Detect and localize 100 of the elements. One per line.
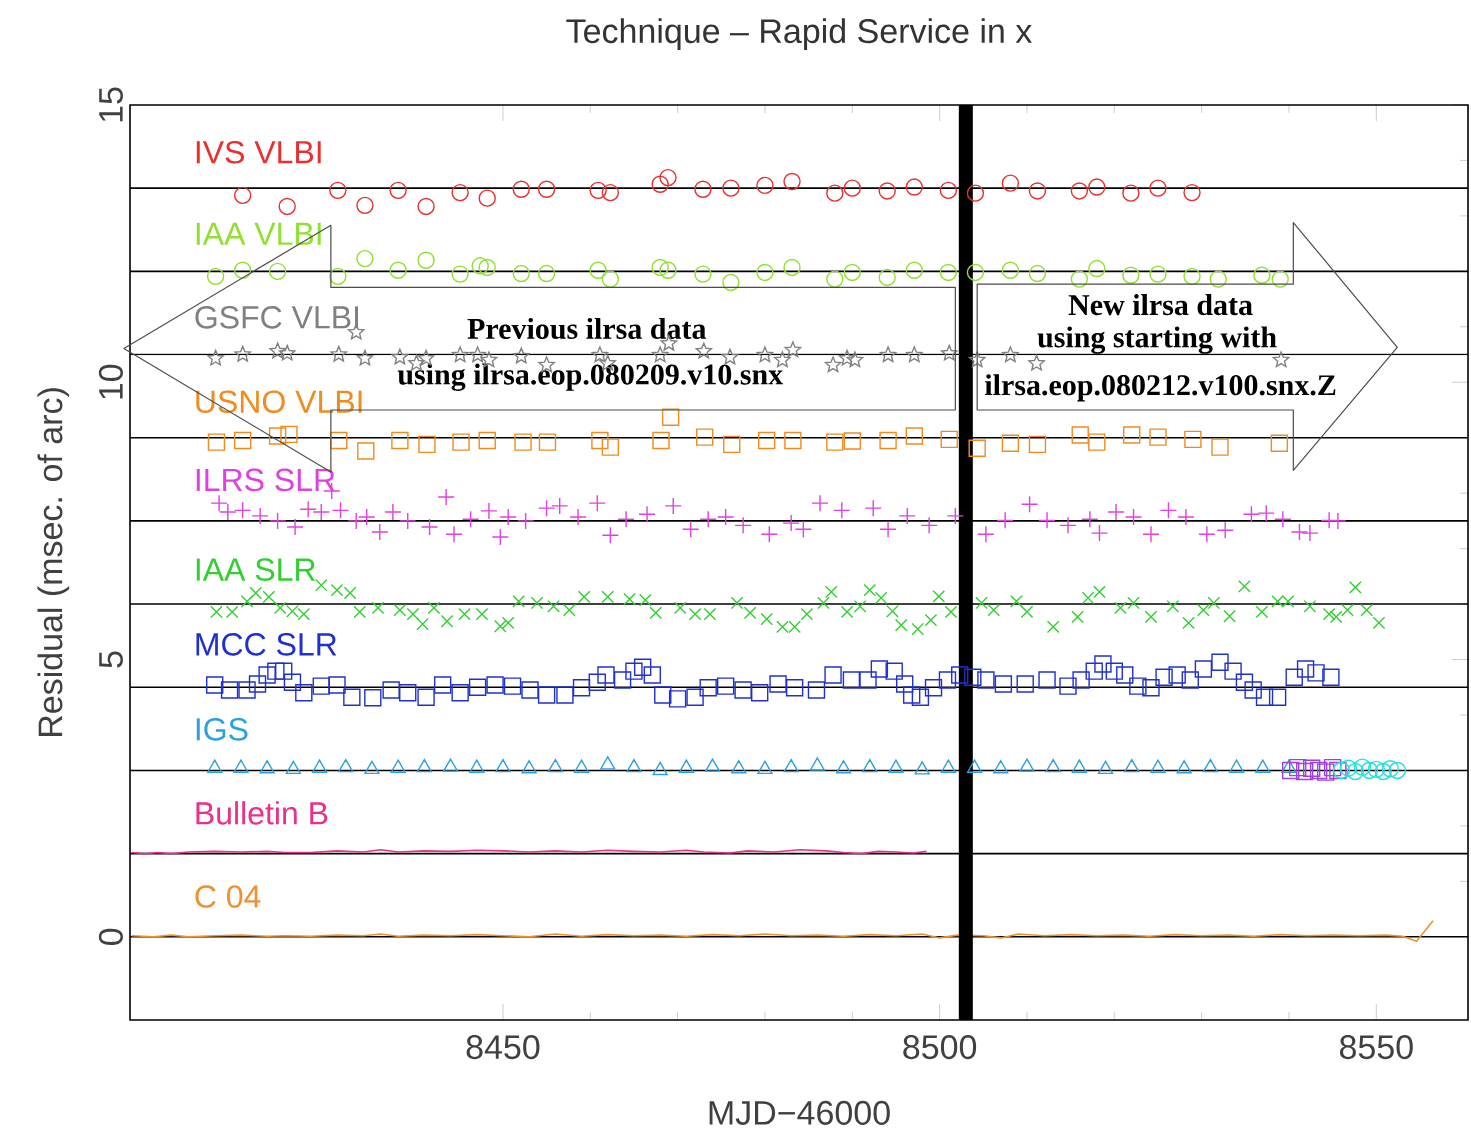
- point: [478, 258, 496, 277]
- point: [651, 175, 669, 193]
- y-tick-label: 0: [98, 928, 123, 945]
- point: [1316, 763, 1335, 781]
- series-label: IAA VLBI: [196, 222, 321, 245]
- point: [723, 435, 741, 454]
- point: [391, 348, 409, 365]
- point: [1149, 179, 1167, 197]
- point: [879, 431, 897, 450]
- point: [1228, 759, 1245, 773]
- point: [783, 758, 799, 773]
- point: [888, 759, 904, 773]
- point: [233, 261, 252, 279]
- point: [626, 758, 642, 773]
- point: [206, 267, 225, 286]
- point: [1184, 430, 1202, 449]
- point: [330, 345, 348, 362]
- point: [268, 427, 287, 445]
- point: [1381, 760, 1399, 778]
- point: [659, 261, 677, 279]
- point: [1374, 762, 1392, 781]
- point: [1309, 761, 1328, 780]
- point: [234, 345, 251, 362]
- y-tick-label: 15: [99, 87, 123, 122]
- point: [940, 344, 958, 361]
- point: [1001, 261, 1020, 279]
- point: [1176, 760, 1192, 774]
- point: [1271, 270, 1289, 288]
- point: [278, 197, 296, 216]
- point: [758, 431, 776, 450]
- point: [1070, 270, 1089, 288]
- point: [1270, 434, 1289, 452]
- annotation: Previous ilrsa data: [467, 317, 707, 340]
- series-label: ILRS SLR: [196, 468, 335, 492]
- point: [1149, 428, 1167, 446]
- series-label: MCC SLR: [196, 633, 337, 656]
- point: [1295, 762, 1314, 781]
- x-tick-label: 8450: [466, 1035, 540, 1060]
- point: [364, 760, 380, 775]
- point: [1150, 759, 1166, 773]
- point: [756, 346, 774, 363]
- point: [469, 346, 486, 363]
- point: [389, 181, 407, 200]
- point: [589, 181, 607, 200]
- series-label: IAA SLR: [196, 558, 316, 581]
- point: [601, 438, 620, 456]
- point: [1028, 264, 1047, 283]
- point: [514, 433, 532, 451]
- point: [652, 761, 668, 776]
- annotation: using ilrsa.eop.080209.v10.snx: [397, 363, 784, 391]
- point: [207, 759, 223, 773]
- point: [1367, 760, 1386, 779]
- point: [722, 273, 740, 292]
- point: [1070, 182, 1089, 200]
- point: [259, 760, 275, 774]
- point: [756, 176, 774, 195]
- point: [862, 758, 878, 773]
- point: [1282, 761, 1300, 780]
- point: [678, 759, 694, 773]
- x-tick-label: 8500: [903, 1035, 977, 1060]
- point: [905, 346, 923, 363]
- point: [843, 263, 861, 282]
- point: [695, 428, 714, 446]
- point: [968, 439, 986, 457]
- point: [233, 186, 252, 205]
- point: [442, 758, 459, 772]
- point: [547, 758, 563, 773]
- point: [207, 433, 226, 451]
- series-label: Bulletin B: [196, 801, 328, 825]
- point: [879, 346, 897, 363]
- point: [651, 346, 669, 363]
- point: [418, 435, 436, 454]
- point: [846, 351, 864, 368]
- point: [1071, 759, 1087, 773]
- point: [268, 262, 287, 281]
- point: [329, 181, 347, 200]
- point: [651, 258, 669, 277]
- point: [451, 346, 469, 363]
- point: [824, 356, 842, 373]
- point: [704, 758, 721, 772]
- point: [269, 342, 286, 359]
- series-label: IGS: [196, 718, 248, 741]
- point: [417, 197, 435, 216]
- point: [731, 760, 747, 774]
- point: [940, 430, 958, 449]
- point: [357, 442, 375, 460]
- y-axis-title: Residual (msec. of arc): [37, 388, 70, 737]
- point: [826, 433, 844, 451]
- point: [207, 349, 224, 366]
- point: [1346, 762, 1365, 781]
- point: [233, 431, 252, 450]
- point: [1211, 438, 1229, 456]
- annotation: using starting with: [1037, 326, 1277, 354]
- point: [826, 184, 844, 202]
- point: [652, 431, 670, 450]
- point: [1183, 183, 1201, 202]
- point: [451, 265, 469, 283]
- point: [390, 759, 406, 773]
- point: [1088, 433, 1106, 451]
- point: [1028, 435, 1047, 454]
